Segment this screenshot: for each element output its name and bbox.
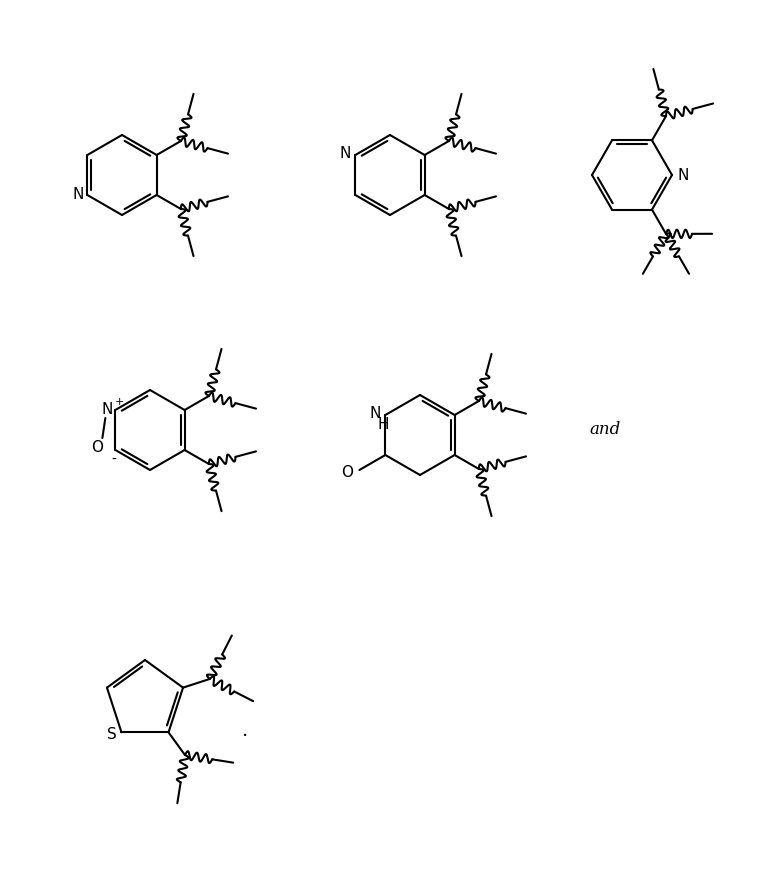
Text: and: and: [590, 421, 621, 438]
Text: N: N: [370, 406, 381, 421]
Text: O: O: [341, 465, 353, 480]
Text: N: N: [73, 187, 84, 202]
Text: O: O: [92, 441, 103, 456]
Text: +: +: [114, 397, 124, 407]
Text: N: N: [339, 147, 351, 161]
Text: .: .: [242, 720, 248, 740]
Text: N: N: [677, 167, 688, 182]
Text: H: H: [378, 418, 389, 433]
Text: N: N: [102, 402, 113, 417]
Text: -: -: [111, 453, 116, 467]
Text: S: S: [107, 727, 116, 742]
